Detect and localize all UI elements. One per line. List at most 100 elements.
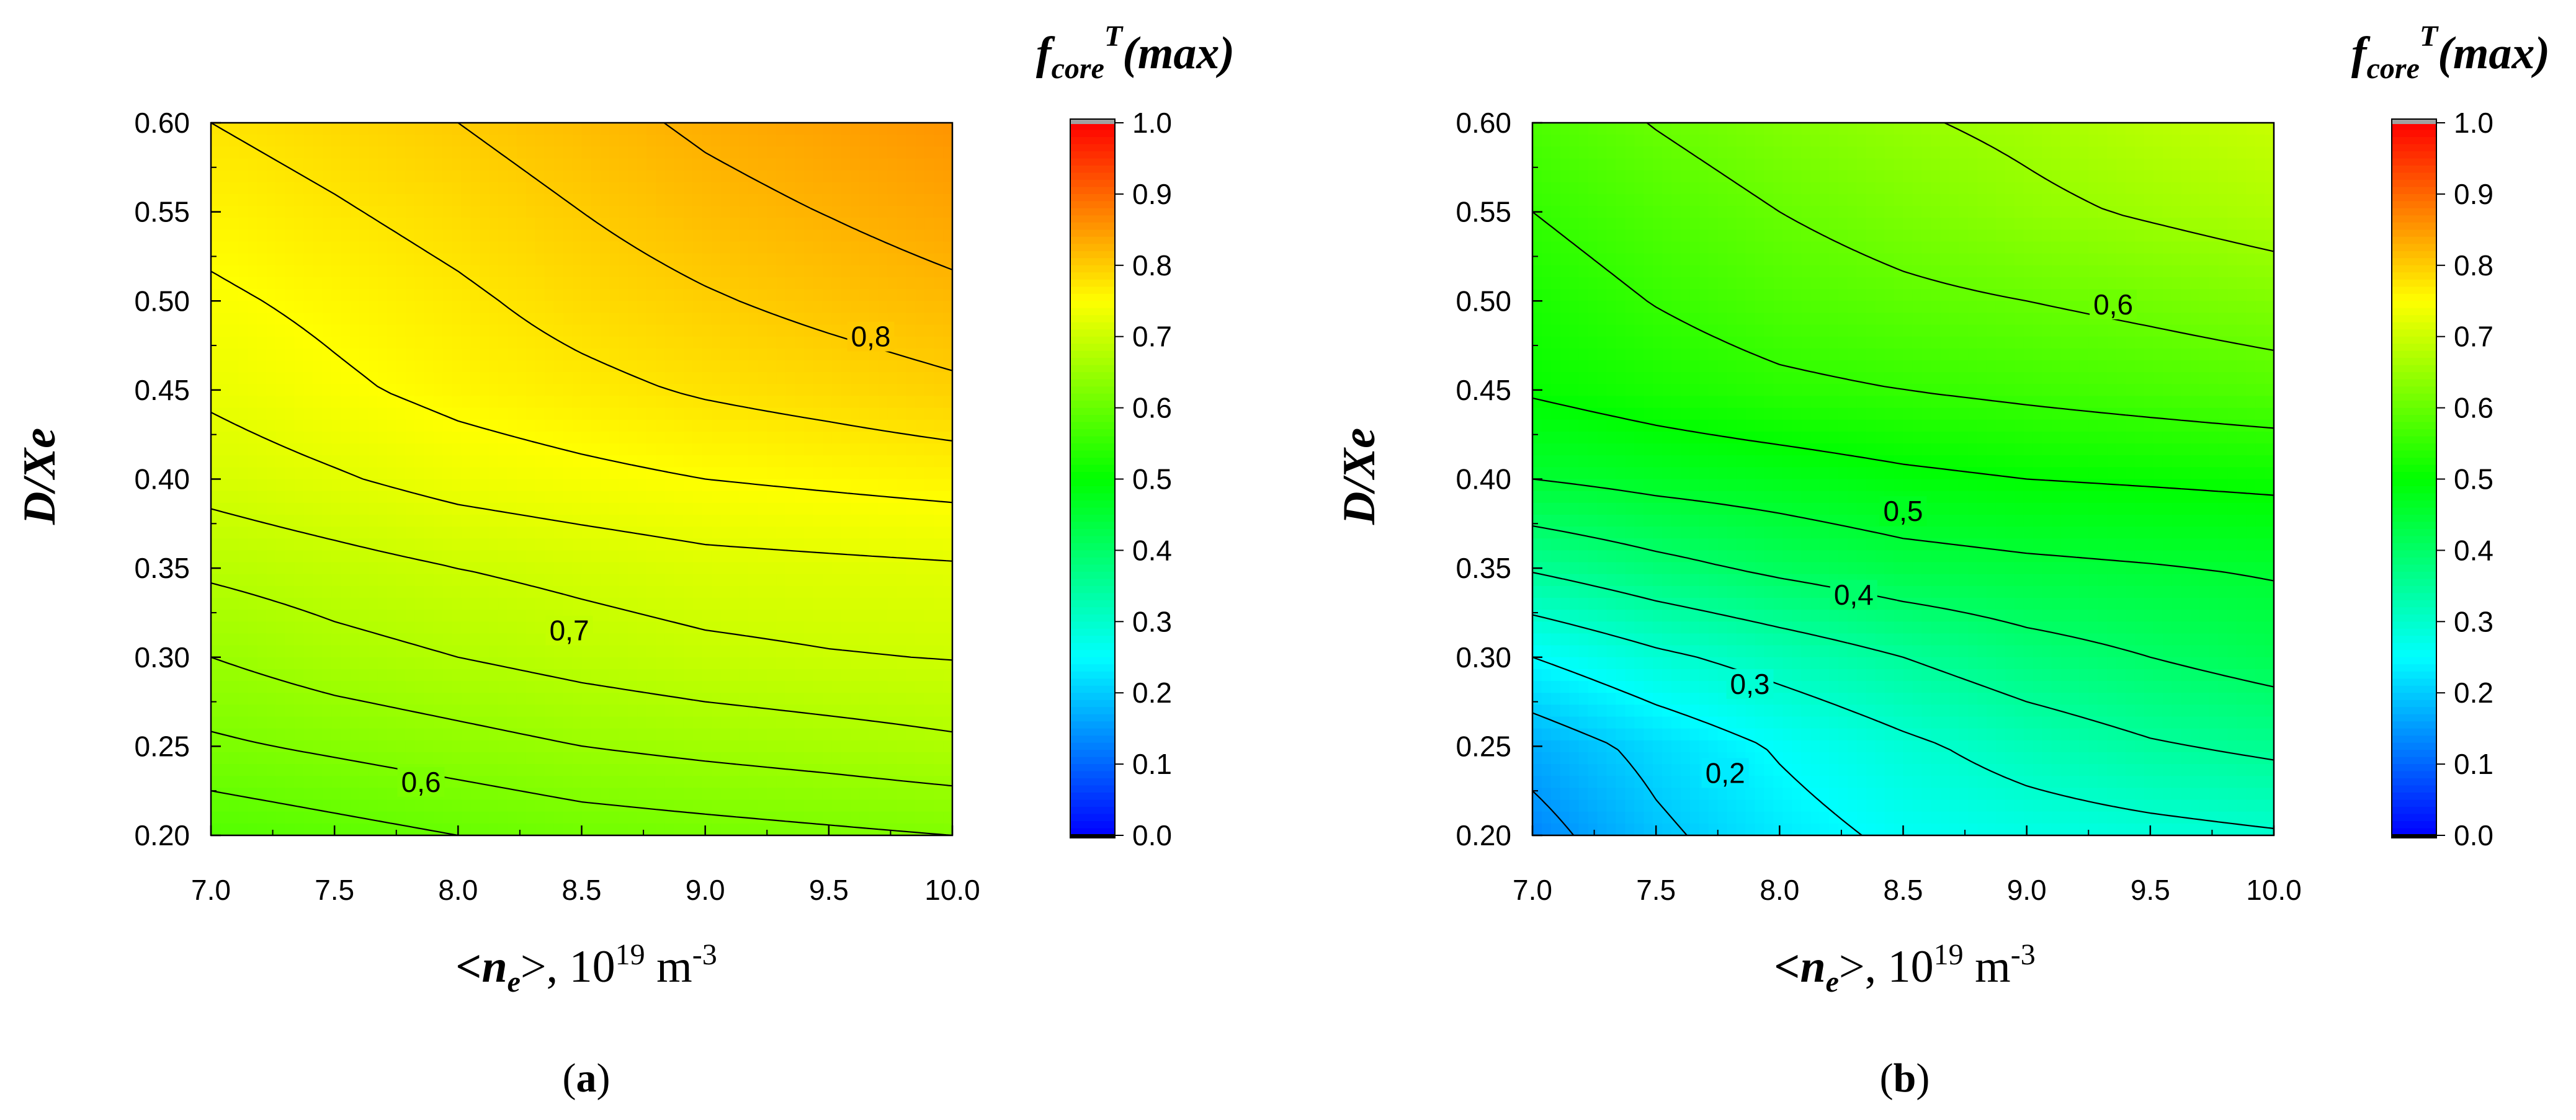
colorbar-segment bbox=[2392, 721, 2436, 729]
colorbar-segment bbox=[2392, 593, 2436, 600]
colorbar-tick-label: 1.0 bbox=[2454, 107, 2493, 139]
colorbar-segment bbox=[2392, 650, 2436, 657]
colorbar-segment bbox=[2392, 237, 2436, 244]
colorbar-segment bbox=[2392, 415, 2436, 422]
colorbar-segment bbox=[2392, 158, 2436, 166]
colorbar-segment bbox=[2392, 315, 2436, 322]
colorbar-segment bbox=[2392, 558, 2436, 565]
y-tick-label: 0.55 bbox=[134, 196, 190, 228]
colorbar-segment bbox=[1070, 657, 1115, 665]
colorbar-segment bbox=[2392, 301, 2436, 308]
colorbar-tick-label: 0.9 bbox=[2454, 178, 2493, 210]
y-tick-label: 0.25 bbox=[1456, 730, 1511, 762]
x-tick-label: 9.5 bbox=[2131, 874, 2170, 906]
colorbar-segment bbox=[1070, 280, 1115, 287]
colorbar-segment bbox=[2392, 486, 2436, 494]
caption-b: (b) bbox=[1880, 1056, 1930, 1101]
colorbar-segment bbox=[1070, 486, 1115, 494]
colorbar-segment bbox=[1070, 237, 1115, 244]
colorbar-segment bbox=[1070, 344, 1115, 351]
colorbar-segment bbox=[1070, 778, 1115, 786]
colorbar-segment bbox=[1070, 729, 1115, 736]
y-tick-label: 0.30 bbox=[1456, 641, 1511, 673]
y-tick-label: 0.50 bbox=[134, 285, 190, 317]
colorbar-tick-label: 0.5 bbox=[2454, 463, 2493, 496]
colorbar-segment bbox=[2392, 223, 2436, 230]
colorbar-tick-label: 0.3 bbox=[2454, 605, 2493, 638]
colorbar-segment bbox=[1070, 429, 1115, 437]
colorbar-segment bbox=[1070, 358, 1115, 365]
colorbar-segment bbox=[2392, 615, 2436, 622]
colorbar-segment bbox=[1070, 714, 1115, 722]
x-tick-label: 10.0 bbox=[2246, 874, 2302, 906]
colorbar-segment bbox=[2392, 408, 2436, 416]
colorbar-segment bbox=[2392, 137, 2436, 144]
colorbar-segment bbox=[2392, 272, 2436, 280]
x-tick-label: 8.0 bbox=[1760, 874, 1799, 906]
colorbar-tick-label: 0.9 bbox=[1132, 178, 1172, 210]
colorbar-segment bbox=[2392, 707, 2436, 714]
colorbar-segment bbox=[1070, 479, 1115, 487]
colorbar-segment bbox=[2392, 308, 2436, 316]
colorbar-segment bbox=[2392, 786, 2436, 793]
colorbar-segment bbox=[1070, 265, 1115, 273]
colorbar-segment bbox=[1070, 500, 1115, 508]
x-tick-label: 8.0 bbox=[438, 874, 478, 906]
colorbar-segment bbox=[2392, 322, 2436, 330]
colorbar-segment bbox=[1070, 137, 1115, 144]
colorbar-tick-label: 0.7 bbox=[2454, 321, 2493, 353]
colorbar-segment bbox=[1070, 507, 1115, 515]
colorbar-segment bbox=[1070, 821, 1115, 829]
colorbar-segment bbox=[2392, 507, 2436, 515]
colorbar-segment bbox=[2392, 729, 2436, 736]
y-tick-label: 0.30 bbox=[134, 641, 190, 673]
colorbar-segment bbox=[2392, 736, 2436, 743]
y-tick-label: 0.35 bbox=[134, 552, 190, 584]
colorbar-segment bbox=[1070, 380, 1115, 387]
colorbar-segment bbox=[1070, 650, 1115, 657]
colorbar-segment bbox=[2392, 643, 2436, 651]
colorbar-segment bbox=[2392, 208, 2436, 216]
colorbar-segment bbox=[1070, 287, 1115, 294]
colorbar-segment bbox=[1070, 600, 1115, 608]
colorbar-segment bbox=[2392, 678, 2436, 686]
colorbar-tick-label: 0.6 bbox=[2454, 392, 2493, 424]
colorbar-segment bbox=[1070, 736, 1115, 743]
colorbar-tick-label: 0.4 bbox=[2454, 534, 2493, 566]
colorbar-segment bbox=[2392, 500, 2436, 508]
colorbar-segment bbox=[2392, 372, 2436, 380]
colorbar-segment bbox=[1070, 437, 1115, 444]
colorbar-segment bbox=[1070, 807, 1115, 814]
colorbar-segment bbox=[2392, 187, 2436, 194]
y-tick-label: 0.45 bbox=[1456, 374, 1511, 406]
colorbar-segment bbox=[1070, 515, 1115, 522]
colorbar-segment bbox=[2392, 743, 2436, 750]
contour-fill-a bbox=[211, 123, 953, 836]
contour-label: 0,5 bbox=[1884, 495, 1923, 527]
colorbar-segment bbox=[1070, 144, 1115, 151]
colorbar-tick-label: 0.2 bbox=[2454, 677, 2493, 709]
colorbar-segment bbox=[2392, 664, 2436, 672]
colorbar-segment bbox=[2392, 757, 2436, 765]
colorbar-segment bbox=[1070, 536, 1115, 543]
colorbar-segment bbox=[1070, 686, 1115, 693]
colorbar-segment bbox=[1070, 615, 1115, 622]
colorbar-segment bbox=[2392, 151, 2436, 159]
colorbar-segment bbox=[2392, 800, 2436, 807]
colorbar-segment bbox=[2392, 564, 2436, 572]
colorbar-segment bbox=[1070, 678, 1115, 686]
colorbar-segment bbox=[2392, 386, 2436, 394]
colorbar-segment bbox=[1070, 130, 1115, 137]
colorbar-segment bbox=[2392, 778, 2436, 786]
y-tick-label: 0.35 bbox=[1456, 552, 1511, 584]
colorbar-segment bbox=[2392, 201, 2436, 208]
colorbar-segment bbox=[1070, 408, 1115, 416]
colorbar-segment bbox=[1070, 629, 1115, 636]
colorbar-segment bbox=[1070, 543, 1115, 551]
contour-label: 0,3 bbox=[1730, 668, 1770, 700]
colorbar-segment bbox=[1070, 365, 1115, 373]
colorbar-segment bbox=[2392, 365, 2436, 373]
colorbar-segment bbox=[1070, 223, 1115, 230]
